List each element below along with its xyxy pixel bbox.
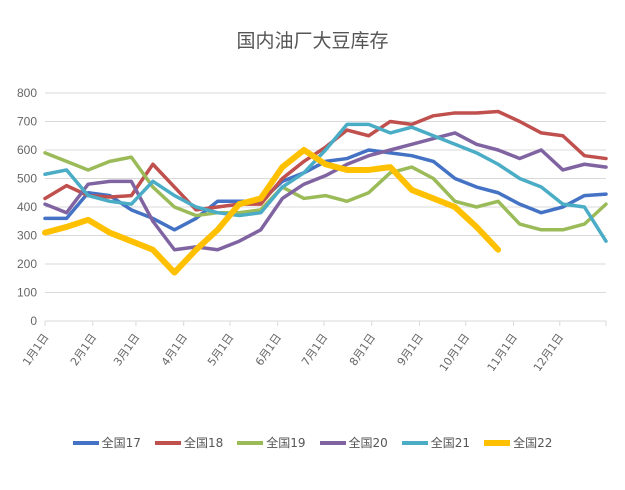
legend-label: 全国18 [183,436,224,450]
legend-label: 全国20 [348,436,388,450]
y-tick-label: 700 [17,115,37,129]
legend-label: 全国21 [430,436,471,450]
x-tick-label: 3月1日 [111,331,142,368]
x-tick-label: 8月1日 [347,331,378,368]
y-tick-label: 300 [17,229,37,243]
legend-item: 全国17 [72,434,141,451]
legend-item: 全国18 [154,434,224,451]
legend-item: 全国19 [237,434,306,451]
legend-label: 全国17 [101,436,141,450]
x-tick-label: 10月1日 [437,331,472,374]
legend-swatch [72,440,99,445]
x-tick-label: 5月1日 [205,331,236,368]
x-tick-label: 1月1日 [20,331,51,368]
legend-item: 全国22 [484,434,552,451]
legend-swatch [319,440,346,445]
legend: 全国17 全国18 全国19 全国20 全国21 全国22 [0,434,625,451]
legend-swatch [484,439,511,446]
legend-item: 全国21 [401,434,471,451]
series-line-全国19 [43,151,608,232]
x-tick-label: 4月1日 [159,331,190,368]
x-tick-label: 12月1日 [531,331,566,374]
x-tick-label: 2月1日 [68,331,99,368]
legend-swatch [154,440,181,445]
series-line-全国18 [43,109,608,212]
legend-swatch [237,440,264,445]
y-tick-label: 600 [17,143,37,157]
x-tick-label: 11月1日 [485,331,520,374]
y-tick-label: 800 [17,86,37,100]
x-tick-label: 9月1日 [395,331,426,368]
y-tick-label: 400 [17,200,37,214]
y-tick-label: 100 [17,286,37,300]
x-tick-label: 7月1日 [299,331,330,368]
x-tick-label: 6月1日 [253,331,284,368]
y-tick-label: 500 [17,172,37,186]
y-tick-label: 0 [30,314,37,328]
chart-title: 国内油厂大豆库存 [236,30,389,52]
y-tick-label: 200 [17,257,37,271]
legend-label: 全国19 [266,436,306,450]
legend-item: 全国20 [319,434,388,451]
series-line-全国22 [42,147,502,276]
legend-label: 全国22 [513,436,553,450]
legend-swatch [401,440,428,445]
series-line-全国21 [43,122,608,243]
